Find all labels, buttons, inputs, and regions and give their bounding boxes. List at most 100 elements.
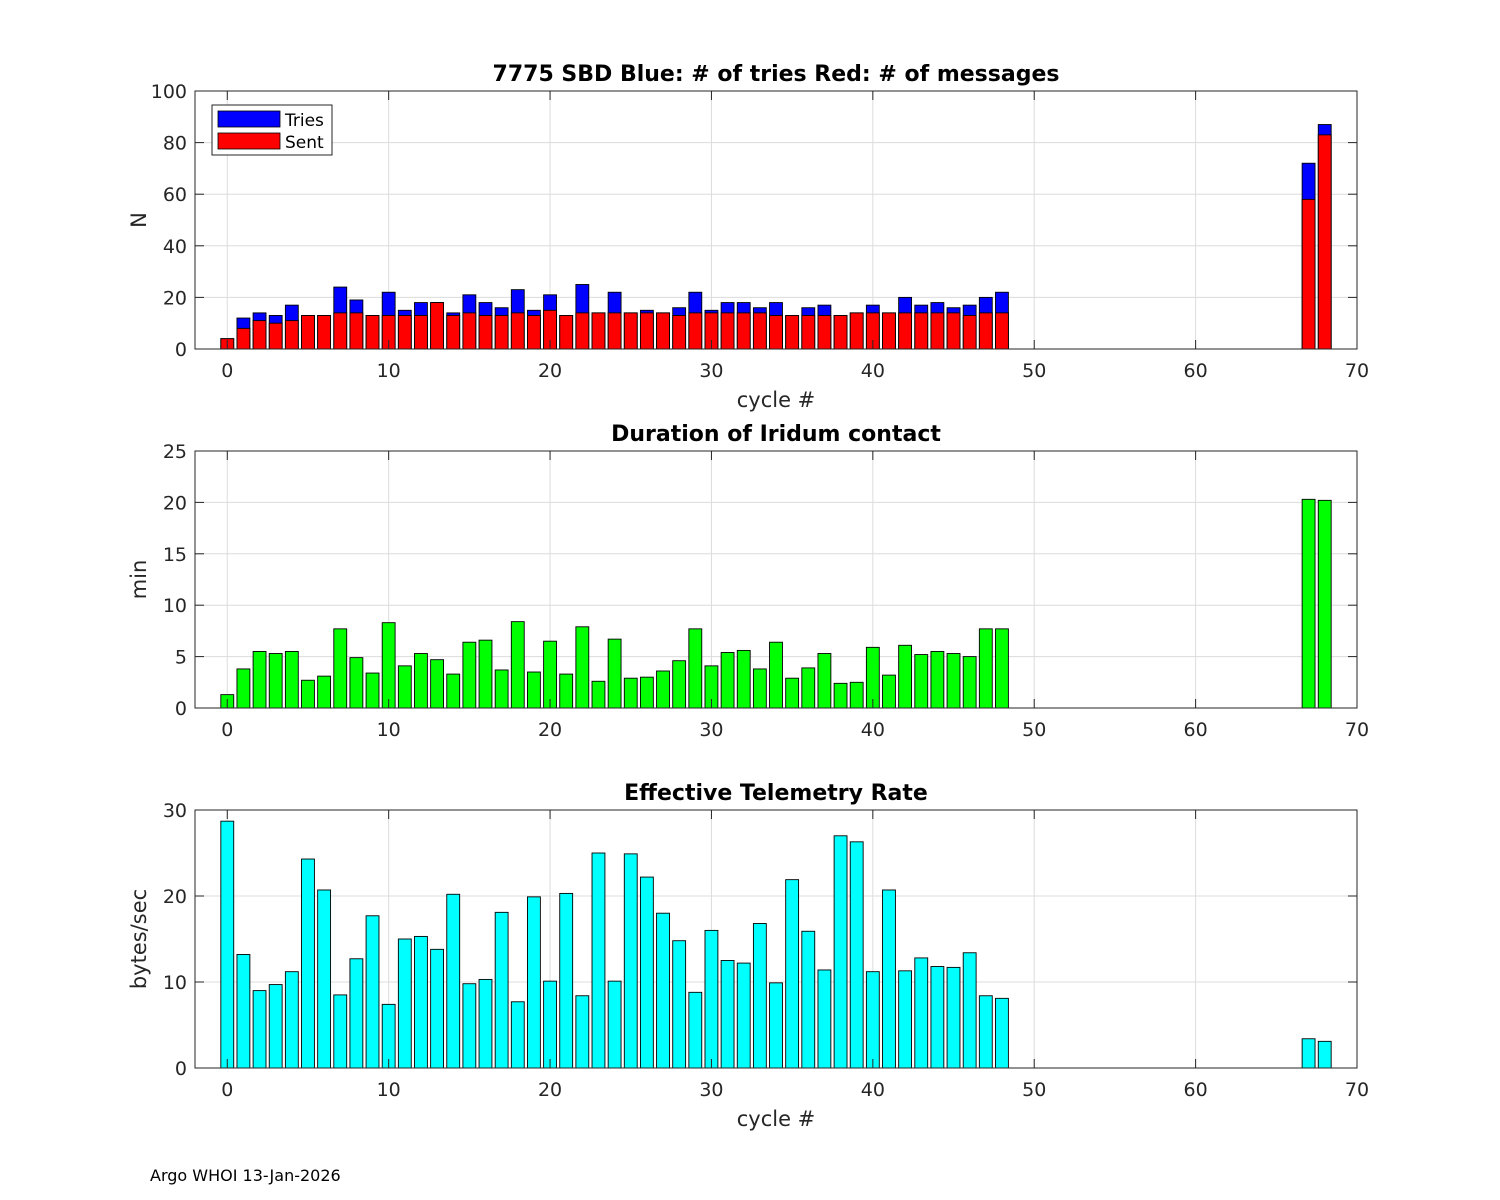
sent-bar [962,315,977,350]
axes-box [194,90,1358,350]
rate-bar [946,966,961,1069]
sent-bar [769,315,783,350]
rate-bar [607,980,622,1069]
sent-bar [462,312,477,350]
y-tick-label: 100 [151,81,187,103]
rate-bar [284,971,299,1069]
duration-bar [397,665,412,709]
x-tick-label: 20 [538,1079,562,1101]
duration-bar [801,667,816,709]
rate-bar [575,995,590,1069]
sent-bar [1301,198,1316,350]
sent-bar [720,312,735,350]
duration-bar [559,673,574,709]
rate-bar [817,969,832,1069]
rate-bar [1317,1040,1332,1069]
y-tick-label: 10 [163,972,187,994]
sent-bar [672,315,687,350]
rate-bar [623,853,638,1069]
sent-bar [252,320,267,350]
y-tick-label: 60 [163,184,187,206]
sent-bar [607,312,622,350]
rate-bar [510,1001,525,1069]
sent-bar [946,312,961,350]
rate-bar [785,879,800,1069]
rate-bar [914,957,929,1069]
rate-bar [333,994,348,1069]
duration-bar [268,653,283,709]
duration-bar [510,621,525,709]
rate-bar [962,952,977,1069]
x-tick-label: 30 [699,1079,723,1101]
rate-bar [865,971,880,1069]
sent-bar [752,312,767,350]
rate-bar [252,990,267,1069]
x-tick-label: 10 [377,360,401,382]
duration-bar [494,669,509,709]
chart-title: Effective Telemetry Rate [624,781,928,806]
sent-bar [978,312,993,350]
sbd-tries-chart: 0 10 20 30 40 50 60 70 0 20 40 60 80 100 7775 SBD Blue… [127,62,1369,412]
telemetry-rate-chart: 0 10 20 30 40 50 60 70 0 10 20 30 Effective Telemetr… [127,781,1369,1131]
rate-bar [833,835,848,1069]
duration-bar [284,651,299,709]
duration-bar [381,622,396,709]
duration-bar [995,628,1009,709]
duration-bar [317,675,332,709]
rate-bar [688,991,703,1069]
duration-bar [623,677,638,709]
sent-bar [236,327,251,350]
duration-bar [736,649,751,709]
sent-bar [1317,134,1332,350]
rate-bar [639,876,654,1069]
legend-sent-label: Sent [285,133,324,153]
x-tick-label: 70 [1345,360,1369,382]
duration-bar [833,682,848,709]
sent-bar [656,312,670,350]
duration-bar [639,676,654,709]
sent-bar [849,312,864,350]
duration-bar [430,659,444,709]
duration-bar [720,652,735,709]
x-axis-label: cycle # [737,1107,816,1131]
rate-bar [801,930,816,1069]
duration-bar [575,626,590,709]
y-tick-label: 25 [163,441,187,463]
duration-bar [301,679,315,709]
x-tick-label: 60 [1184,1079,1208,1101]
y-tick-label: 20 [163,492,187,514]
rate-bar [930,966,945,1069]
sent-bar [510,312,525,350]
duration-bar [849,681,864,709]
rate-bar [978,995,993,1069]
sent-bar [785,315,800,350]
y-tick-label: 15 [163,544,187,566]
duration-bar [333,628,348,709]
rate-bar [365,915,380,1069]
sent-bar [801,315,816,350]
rate-bar [317,889,332,1069]
rate-bar [301,858,315,1069]
x-tick-label: 40 [861,1079,885,1101]
legend-tries-label: Tries [284,111,324,131]
chart-title: Duration of Iridum contact [611,422,941,447]
y-tick-label: 0 [175,339,187,361]
duration-bar [478,639,493,709]
rate-bar [720,960,735,1069]
y-tick-label: 20 [163,886,187,908]
sent-bar [494,315,509,350]
rate-bar [559,892,574,1069]
x-tick-label: 40 [861,360,885,382]
duration-bar [672,660,687,709]
sent-bar [833,315,848,350]
duration-bar [365,672,380,709]
sent-bar [688,312,703,350]
x-tick-label: 60 [1184,360,1208,382]
duration-bar [1317,499,1332,709]
x-tick-label: 60 [1184,719,1208,741]
sent-bar [284,320,299,350]
duration-bar [882,674,896,709]
rate-bar [446,893,461,1069]
